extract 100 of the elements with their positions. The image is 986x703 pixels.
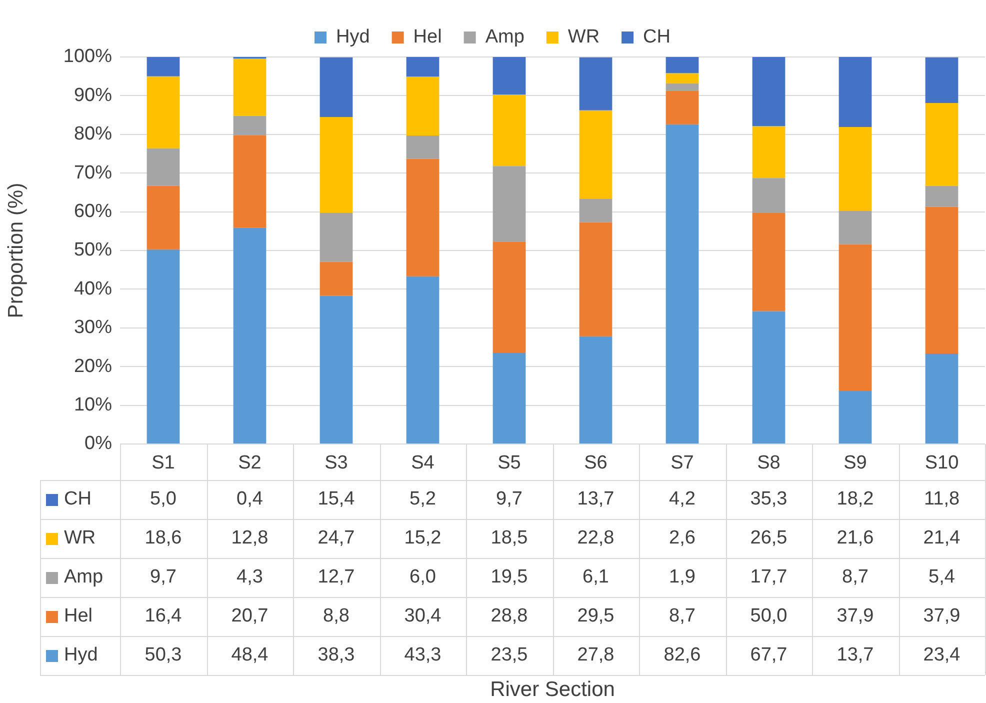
text: 5,2	[410, 488, 436, 510]
y-tick-label: 100%	[63, 46, 112, 68]
text: 15,4	[318, 488, 356, 510]
bar	[579, 198, 612, 222]
bar	[233, 58, 266, 116]
bar	[666, 124, 699, 444]
bar	[233, 116, 266, 136]
y-tick-label: 20%	[74, 356, 112, 377]
text: WR	[64, 528, 96, 549]
bar	[752, 126, 786, 178]
text: 24,7	[318, 528, 355, 549]
text: 4,3	[236, 566, 263, 588]
text: 37,9	[923, 606, 960, 627]
x-tick-label: S3	[324, 452, 348, 474]
bar	[406, 136, 440, 159]
bar	[406, 57, 440, 77]
bar	[146, 148, 180, 186]
x-tick-label: S5	[498, 452, 521, 474]
bar	[925, 206, 958, 354]
text: 27,8	[577, 644, 614, 666]
bar	[579, 222, 612, 336]
bar	[320, 212, 353, 262]
text: 16,4	[144, 606, 182, 627]
x-tick-label: S4	[411, 452, 435, 474]
x-tick-label: S1	[152, 452, 175, 474]
bar	[320, 57, 353, 117]
bar	[925, 103, 958, 186]
text: 19,5	[490, 566, 528, 588]
text: 2,6	[669, 528, 696, 549]
text: 43,3	[404, 644, 442, 666]
bar	[146, 76, 180, 148]
bar	[925, 353, 958, 444]
text: Amp	[64, 566, 104, 588]
text: 13,7	[577, 488, 614, 510]
text: 18,2	[836, 488, 874, 510]
bar	[666, 57, 699, 74]
bar	[838, 210, 872, 244]
text: 38,3	[318, 644, 355, 666]
text: 23,4	[923, 644, 961, 666]
y-tick-label: 0%	[84, 433, 112, 454]
x-tick-label: S7	[670, 452, 694, 474]
bar	[925, 186, 958, 207]
bar	[492, 166, 526, 242]
legend-label: CH	[643, 26, 670, 48]
text: 50,3	[144, 644, 182, 666]
text: 5,4	[928, 566, 956, 588]
bar	[146, 249, 180, 444]
bar	[666, 83, 699, 91]
text: 18,5	[490, 528, 528, 549]
x-tick-label: S10	[924, 452, 959, 474]
x-tick-label: S9	[844, 452, 867, 474]
bar	[320, 262, 353, 296]
text: 23,5	[490, 644, 528, 666]
y-tick-label: 80%	[74, 124, 112, 145]
bar	[838, 244, 872, 391]
text: CH	[64, 488, 92, 510]
bar	[752, 57, 786, 126]
text: 13,7	[836, 644, 874, 666]
text: 12,8	[231, 528, 268, 549]
text: 28,8	[490, 606, 528, 627]
text: 67,7	[750, 644, 788, 666]
text: 26,5	[750, 528, 788, 549]
text: 15,2	[404, 528, 442, 549]
text: 21,6	[836, 528, 874, 549]
text: 30,4	[404, 606, 442, 627]
text: 8,7	[669, 606, 696, 627]
bar	[579, 110, 612, 199]
text: River Section	[490, 678, 615, 701]
bar	[146, 57, 180, 76]
bar	[320, 116, 353, 213]
text: 0,4	[236, 488, 264, 510]
bar	[666, 73, 699, 84]
text: 20,7	[231, 606, 268, 627]
text: 35,3	[750, 488, 788, 510]
text: 4,2	[669, 488, 696, 510]
text: 21,4	[923, 528, 961, 549]
text: 5,0	[150, 488, 176, 510]
legend-label: Amp	[485, 26, 524, 48]
bar	[752, 178, 786, 213]
text: 6,0	[410, 566, 436, 588]
text: 29,5	[577, 606, 614, 627]
y-tick-label: 40%	[74, 278, 112, 300]
text: 22,8	[577, 528, 614, 549]
bar	[233, 135, 266, 228]
bar	[752, 212, 786, 312]
bar	[406, 276, 440, 444]
y-axis-title: Proportion (%)	[4, 182, 28, 318]
bar	[579, 336, 612, 444]
bar	[406, 158, 440, 276]
text: Hel	[64, 606, 93, 627]
text: 18,6	[144, 528, 182, 549]
bar	[492, 353, 526, 444]
x-tick-label: S2	[238, 452, 262, 474]
bar	[925, 57, 958, 104]
text: 82,6	[664, 644, 701, 666]
bar	[492, 57, 526, 95]
legend-label: WR	[568, 26, 600, 48]
bar	[233, 228, 266, 444]
y-tick-label: 10%	[74, 394, 112, 416]
text: 50,0	[750, 606, 788, 627]
